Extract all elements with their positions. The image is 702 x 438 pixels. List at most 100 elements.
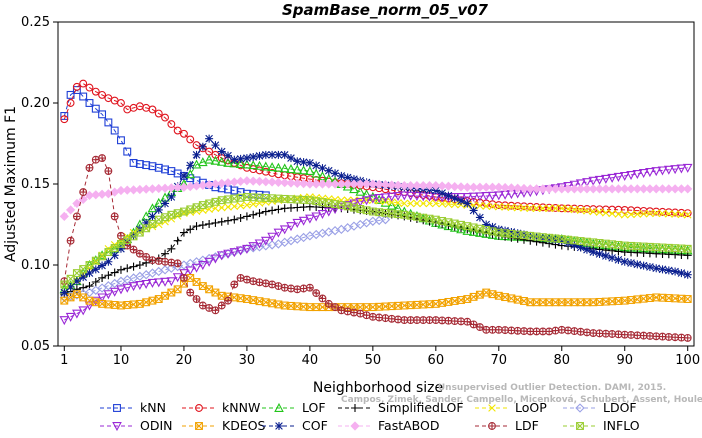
data-point <box>60 280 69 289</box>
data-point <box>312 289 321 298</box>
data-point <box>211 218 220 227</box>
data-point <box>72 212 81 221</box>
data-point <box>671 267 680 276</box>
data-point <box>217 301 226 310</box>
data-point <box>72 269 81 278</box>
data-point <box>463 199 472 208</box>
data-point <box>520 204 528 212</box>
data-point <box>198 157 208 167</box>
data-point <box>349 184 359 194</box>
data-point <box>318 164 327 173</box>
y-axis-label: Adjusted Maximum F1 <box>3 106 19 262</box>
data-point <box>513 230 522 239</box>
x-tick-label: 50 <box>365 353 382 368</box>
data-point <box>173 212 182 220</box>
data-point <box>626 184 636 194</box>
data-point <box>85 99 94 107</box>
data-point <box>128 185 139 195</box>
data-point <box>682 163 693 173</box>
legend-item-lof: LOF <box>262 400 326 415</box>
data-point <box>343 179 353 189</box>
data-point <box>570 327 579 336</box>
data-point <box>601 184 611 194</box>
data-point <box>230 280 239 289</box>
data-point <box>147 278 158 288</box>
data-point <box>230 215 239 224</box>
x-tick-label: 70 <box>491 353 508 368</box>
legend-label: kNNW <box>222 400 260 415</box>
data-point <box>191 263 202 273</box>
data-point <box>103 290 114 300</box>
data-point <box>142 224 151 233</box>
data-point <box>583 328 591 337</box>
data-point <box>198 282 207 291</box>
data-point <box>210 254 221 264</box>
data-point <box>481 182 491 192</box>
data-point <box>286 222 296 232</box>
data-point <box>469 320 478 329</box>
data-point <box>167 210 176 219</box>
data-point <box>324 166 333 175</box>
data-point <box>487 191 498 201</box>
data-point <box>211 141 220 150</box>
data-point <box>545 234 554 243</box>
data-point <box>613 184 624 194</box>
data-point <box>393 180 403 190</box>
data-point <box>583 207 591 215</box>
data-point <box>399 181 409 191</box>
data-point <box>488 202 497 211</box>
data-point <box>342 201 353 211</box>
data-point <box>627 259 636 268</box>
data-point <box>324 179 334 189</box>
legend-label: LoOP <box>515 400 547 415</box>
data-point <box>406 199 415 208</box>
data-point <box>85 269 94 278</box>
data-point <box>78 306 89 316</box>
data-point <box>198 221 207 230</box>
data-point <box>519 183 529 194</box>
data-point <box>595 208 604 216</box>
data-point <box>588 184 598 194</box>
data-point <box>595 249 604 258</box>
data-point <box>551 326 560 335</box>
data-point <box>557 236 566 245</box>
legend-label: INFLO <box>603 418 640 433</box>
data-point <box>381 314 390 323</box>
series-kdeos <box>60 274 692 312</box>
data-point <box>97 293 107 303</box>
data-point <box>104 118 113 127</box>
data-point <box>588 176 599 186</box>
data-point <box>450 194 459 203</box>
data-point <box>117 136 125 145</box>
data-point <box>349 175 358 184</box>
data-point <box>614 210 623 218</box>
data-point <box>217 217 226 226</box>
data-point <box>109 287 120 297</box>
legend-label: LOF <box>302 400 326 415</box>
data-point <box>142 218 151 227</box>
data-point <box>142 252 151 261</box>
data-point <box>242 212 251 221</box>
data-point <box>249 153 258 161</box>
data-point <box>235 158 246 168</box>
data-point <box>639 210 648 218</box>
legend-marker <box>195 422 203 430</box>
data-point <box>110 126 119 135</box>
data-point <box>224 203 232 211</box>
data-point <box>110 212 119 221</box>
data-point <box>292 164 303 174</box>
data-point <box>305 283 314 292</box>
series-ldof <box>59 214 391 303</box>
data-point <box>166 183 176 193</box>
data-point <box>671 210 679 218</box>
data-point <box>683 333 692 342</box>
x-tick-label: 30 <box>239 353 256 368</box>
data-point <box>186 208 195 216</box>
data-point <box>450 219 459 228</box>
data-point <box>79 293 88 302</box>
data-point <box>312 161 321 170</box>
data-point <box>413 199 421 208</box>
data-point <box>406 181 416 191</box>
data-point <box>261 177 271 187</box>
data-point <box>501 226 510 235</box>
